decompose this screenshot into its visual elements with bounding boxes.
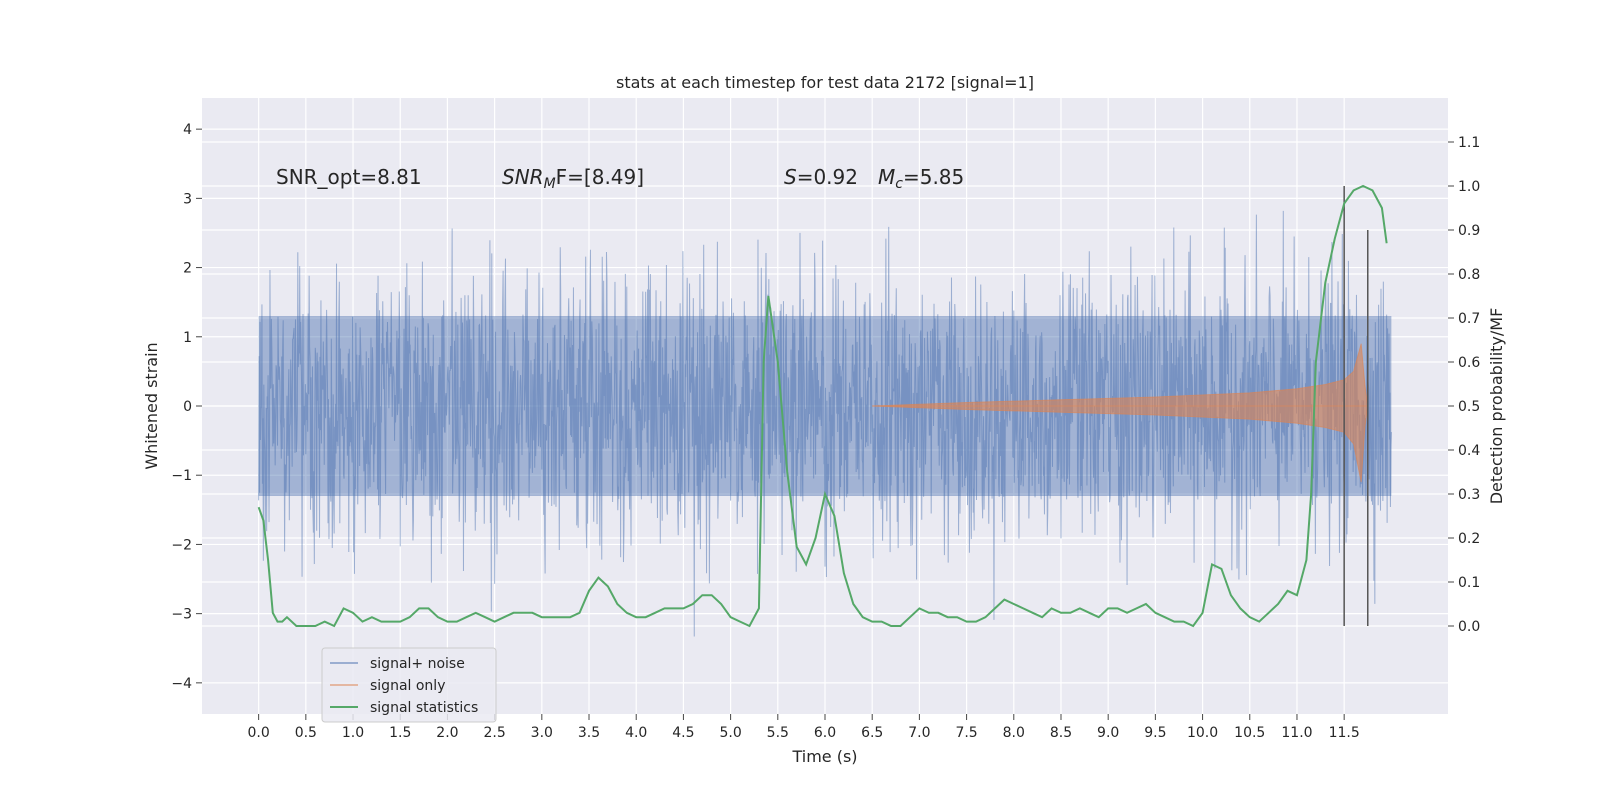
x-tick-label: 11.5 [1329, 725, 1360, 741]
legend-box [321, 647, 497, 723]
legend: signal+ noise signal only signal statist… [321, 647, 497, 723]
annotation-mc: Mc=5.85 [878, 165, 964, 192]
x-tick-label: 4.0 [625, 725, 647, 741]
y-right-tick-label: 0.4 [1458, 443, 1480, 459]
annotation-s-val: =0.92 [797, 165, 858, 189]
y-right-tick-label: 0.3 [1458, 487, 1480, 503]
annotation-mc-val: =5.85 [903, 165, 964, 189]
annotation-s-var: S [784, 165, 797, 189]
noise-trace [258, 210, 1392, 637]
y-tick-label: 2 [183, 261, 192, 277]
x-tick-label: 5.0 [719, 725, 741, 741]
y-axis-label: Whitened strain [142, 342, 161, 469]
annotation-snr-opt: SNR_opt=8.81 [276, 165, 422, 189]
x-tick-label: 11.0 [1281, 725, 1312, 741]
statistics-line [257, 184, 1388, 628]
x-tick-label: 2.0 [436, 725, 458, 741]
annotation-snr-mf-sub: M [544, 176, 556, 192]
x-tick-label: 10.5 [1234, 725, 1265, 741]
x-tick-label: 1.0 [342, 725, 364, 741]
x-tick-label: 6.0 [814, 725, 836, 741]
vlines [1343, 186, 1369, 626]
y-axis-label-right: Detection probability/MF [1487, 308, 1506, 505]
y-right-tick-label: 0.2 [1458, 531, 1480, 547]
annotations: SNR_opt=8.81 SNRMF=[8.49] S=0.92 Mc=5.85 [276, 165, 964, 192]
annotation-s: S=0.92 [784, 165, 858, 189]
y-tick-label: 1 [183, 330, 192, 346]
x-tick-label: 3.5 [578, 725, 600, 741]
y-right-tick-label: 0.9 [1458, 223, 1480, 239]
y-right-tick-label: 0.8 [1458, 267, 1480, 283]
y-tick-label: −2 [171, 537, 192, 553]
x-tick-label: 1.5 [389, 725, 411, 741]
x-tick-label: 7.0 [908, 725, 930, 741]
annotation-snr-mf: SNRMF=[8.49] [502, 165, 644, 192]
x-tick-label: 8.0 [1003, 725, 1025, 741]
y-tick-label: −3 [171, 607, 192, 623]
annotation-snr-mf-main: SNR [502, 165, 544, 189]
axes: 0.0 0.5 1.0 1.5 2.0 2.5 3.0 3.5 4.0 4.5 5.0 5.5 6.0 6… [171, 122, 1480, 741]
x-axis-label: Time (s) [791, 747, 857, 766]
x-tick-label: 2.5 [483, 725, 505, 741]
annotation-snr-mf-rest: F=[8.49] [556, 165, 644, 189]
y-right-tick-label: 0.0 [1458, 619, 1480, 635]
y-right-tick-label: 1.1 [1458, 135, 1480, 151]
x-tick-label: 7.5 [955, 725, 977, 741]
x-tick-label: 0.5 [295, 725, 317, 741]
series-signal-statistics [257, 184, 1388, 628]
chart-title: stats at each timestep for test data 217… [616, 73, 1034, 92]
y-right-tick-label: 0.6 [1458, 355, 1480, 371]
x-tick-label: 0.0 [248, 725, 270, 741]
y-tick-label: −4 [171, 676, 192, 692]
y-tick-label: −1 [171, 468, 192, 484]
x-tick-label: 9.0 [1097, 725, 1119, 741]
x-tick-label: 8.5 [1050, 725, 1072, 741]
x-tick-label: 9.5 [1144, 725, 1166, 741]
legend-label-signal-noise: signal+ noise [370, 656, 465, 672]
legend-label-signal-only: signal only [370, 678, 445, 694]
x-tick-label: 3.0 [531, 725, 553, 741]
x-tick-label: 10.0 [1187, 725, 1218, 741]
legend-label-signal-statistics: signal statistics [370, 700, 478, 716]
y-right-tick-label: 0.5 [1458, 399, 1480, 415]
y-tick-label: 3 [183, 191, 192, 207]
annotation-mc-sub: c [895, 176, 903, 192]
y-right-tick-label: 1.0 [1458, 179, 1480, 195]
y-tick-label: 0 [183, 399, 192, 415]
y-tick-label: 4 [183, 122, 192, 138]
x-tick-label: 4.5 [672, 725, 694, 741]
y-right-tick-label: 0.7 [1458, 311, 1480, 327]
x-tick-label: 6.5 [861, 725, 883, 741]
annotation-mc-var: M [878, 165, 895, 189]
y-right-tick-label: 0.1 [1458, 575, 1480, 591]
x-tick-label: 5.5 [767, 725, 789, 741]
